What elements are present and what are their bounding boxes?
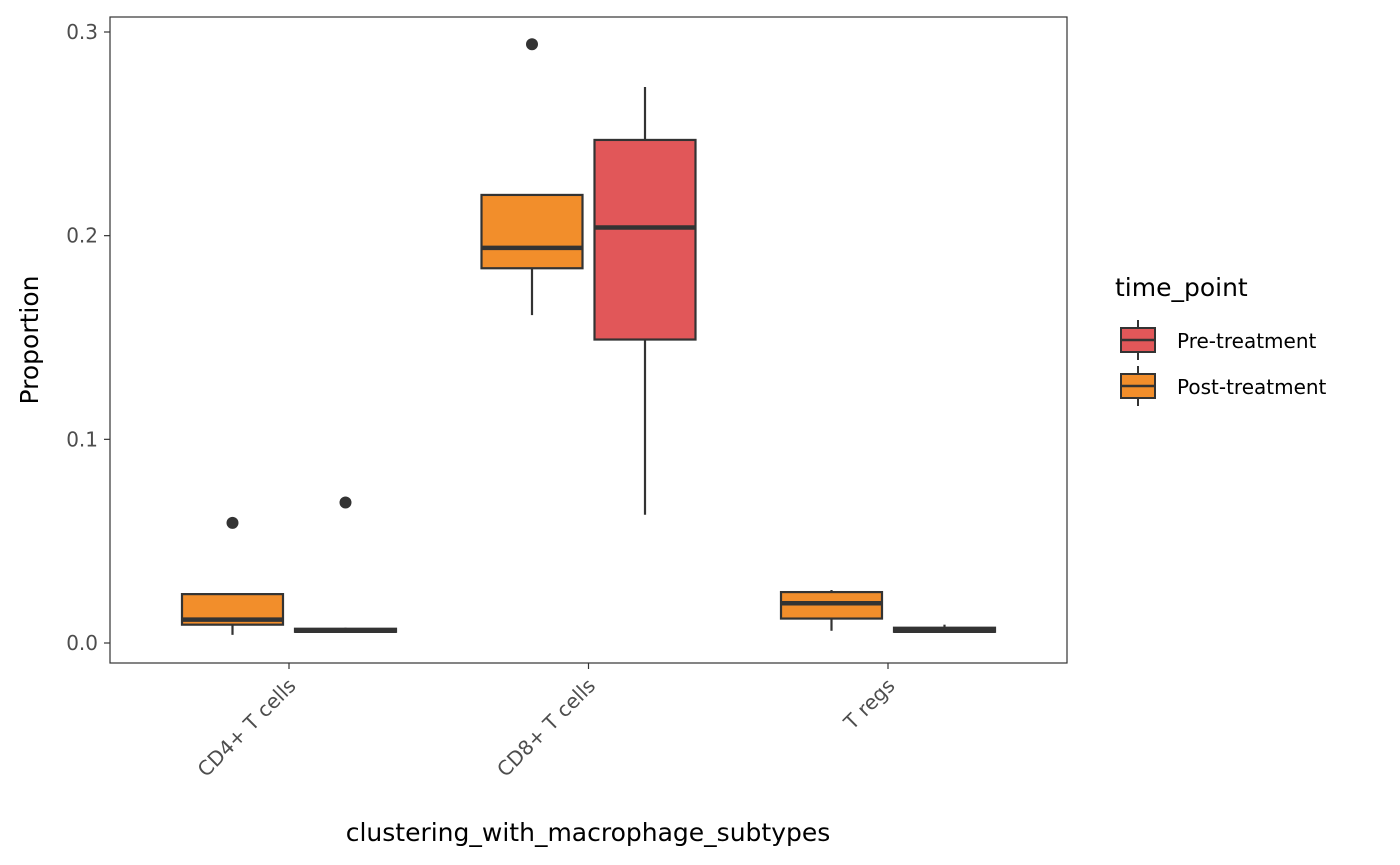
y-tick-label: 0.0 [66,631,98,655]
box-post-treatment [779,590,884,631]
x-tick-label: T regs [838,674,899,735]
y-tick-label: 0.3 [66,20,98,44]
outlier-point [339,496,352,509]
x-axis-title: clustering_with_macrophage_subtypes [346,818,831,847]
legend-label: Pre-treatment [1177,329,1317,353]
box-iqr [593,138,697,341]
y-tick-label: 0.1 [66,427,98,451]
boxes-layer [180,38,997,635]
box-pre-treatment [593,86,697,515]
box-post-treatment [180,516,285,635]
y-tick-label: 0.2 [66,224,98,248]
legend-item: Post-treatment [1120,366,1327,406]
x-axis: CD4+ T cells CD8+ T cells T regs [193,663,900,781]
panel-background [110,17,1067,663]
legend-label: Post-treatment [1177,375,1327,399]
outlier-point [226,516,239,529]
box-pre-treatment [293,496,398,634]
box-post-treatment [480,38,584,316]
box-iqr [480,193,584,270]
y-axis-title: Proportion [15,276,44,405]
legend-title: time_point [1115,273,1248,302]
outlier-point [526,38,538,51]
x-tick-label: CD8+ T cells [492,674,600,782]
legend-item: Pre-treatment [1120,320,1317,360]
box-pre-treatment [892,624,997,634]
y-axis: 0.0 0.1 0.2 0.3 [66,20,110,655]
legend: time_point Pre-treatment Post-treatment [1115,273,1327,406]
x-tick-label: CD4+ T cells [193,674,301,782]
